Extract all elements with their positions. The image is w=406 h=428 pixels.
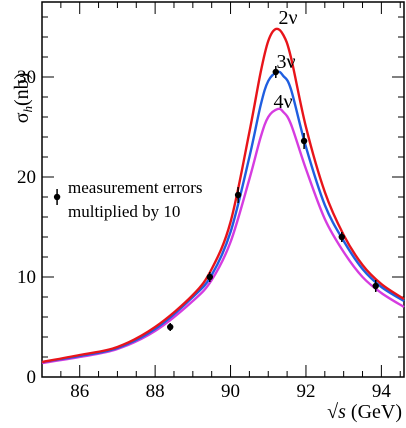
y-axis-label: σh(nb) (11, 73, 35, 124)
series-curve-3nu (41, 70, 405, 364)
x-tick-label: 94 (372, 381, 392, 402)
data-point (234, 191, 242, 199)
series-label-3nu: 3ν (276, 51, 295, 73)
x-tick-label: 86 (70, 381, 89, 402)
data-point (272, 68, 279, 76)
labels-group: 2ν 3ν 4ν measurement errors multiplied b… (11, 7, 402, 423)
data-point (206, 273, 214, 281)
y-tick-label: 10 (17, 267, 36, 288)
x-tick-label: 90 (221, 381, 240, 402)
series-label-4nu: 4ν (273, 91, 292, 113)
annotation-line-1: measurement errors (68, 178, 203, 197)
x-tick-label: 92 (296, 381, 315, 402)
y-tick-label: 0 (27, 367, 37, 388)
axes-group: 86 88 90 92 94 0 10 20 30 (17, 1, 405, 402)
annotation-line-2: multiplied by 10 (68, 202, 180, 221)
annotation-marker-point (53, 193, 61, 201)
series-curve-4nu (41, 107, 405, 365)
measurement-points-group (53, 66, 379, 331)
data-point (338, 233, 345, 241)
y-tick-label: 30 (17, 67, 36, 88)
series-label-2nu: 2ν (278, 7, 297, 29)
data-point (300, 137, 308, 145)
plot-frame (41, 1, 405, 378)
y-tick-label: 20 (17, 167, 36, 188)
x-tick-label: 88 (146, 381, 165, 402)
x-axis-label: √s (GeV) (327, 401, 402, 423)
data-point (167, 323, 174, 331)
data-point (372, 282, 379, 290)
